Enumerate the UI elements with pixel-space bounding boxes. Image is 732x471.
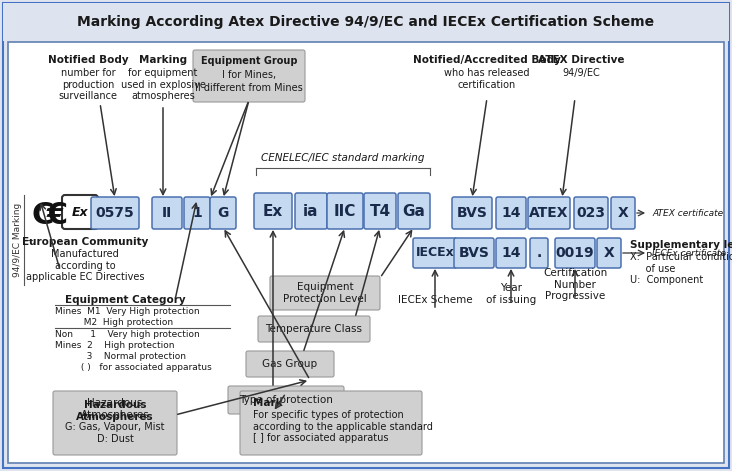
- Text: ATEX Directive: ATEX Directive: [538, 55, 624, 65]
- FancyBboxPatch shape: [530, 238, 548, 268]
- FancyBboxPatch shape: [91, 197, 139, 229]
- Text: 94/9/EC Marking: 94/9/EC Marking: [13, 203, 23, 277]
- Text: Marking: Marking: [139, 55, 187, 65]
- FancyBboxPatch shape: [452, 197, 492, 229]
- Text: Mines  M1  Very High protection: Mines M1 Very High protection: [55, 307, 200, 316]
- Text: Ex: Ex: [72, 205, 89, 219]
- FancyBboxPatch shape: [246, 351, 334, 377]
- Text: 14: 14: [501, 246, 520, 260]
- FancyBboxPatch shape: [254, 193, 292, 229]
- Text: .: .: [537, 246, 542, 260]
- Text: M2  High protection: M2 High protection: [55, 318, 173, 327]
- Text: Notified Body: Notified Body: [48, 55, 128, 65]
- Text: number for
production
surveillance: number for production surveillance: [59, 68, 118, 101]
- Text: Year
of issuing: Year of issuing: [486, 283, 536, 305]
- Text: for equipment
used in explosive
atmospheres: for equipment used in explosive atmosphe…: [121, 68, 206, 101]
- FancyBboxPatch shape: [555, 238, 595, 268]
- Text: BVS: BVS: [457, 206, 488, 220]
- FancyBboxPatch shape: [327, 193, 363, 229]
- Text: who has released
certification: who has released certification: [444, 68, 530, 89]
- FancyBboxPatch shape: [611, 197, 635, 229]
- Text: IECEx Scheme: IECEx Scheme: [397, 295, 472, 305]
- FancyBboxPatch shape: [413, 238, 457, 268]
- FancyBboxPatch shape: [270, 276, 380, 310]
- Text: IECEx certificate: IECEx certificate: [652, 249, 726, 258]
- Text: ( )   for associated apparatus: ( ) for associated apparatus: [55, 363, 212, 372]
- FancyBboxPatch shape: [62, 195, 98, 229]
- FancyBboxPatch shape: [454, 238, 494, 268]
- FancyBboxPatch shape: [228, 386, 344, 414]
- FancyBboxPatch shape: [496, 238, 526, 268]
- Bar: [3, 3, 729, 41]
- Text: T4: T4: [370, 203, 391, 219]
- Text: Mines  2    High protection: Mines 2 High protection: [55, 341, 174, 350]
- Text: Hazardous
Atmospheres: Hazardous Atmospheres: [81, 398, 149, 420]
- Text: II different from Mines: II different from Mines: [195, 83, 303, 93]
- FancyBboxPatch shape: [240, 391, 422, 455]
- Text: G: Gas, Vapour, Mist
D: Dust: G: Gas, Vapour, Mist D: Dust: [65, 422, 165, 444]
- Bar: [8, 42, 724, 463]
- Text: ATEX certificate: ATEX certificate: [652, 209, 723, 218]
- Text: For specific types of protection
according to the applicable standard
[ ] for as: For specific types of protection accordi…: [253, 410, 433, 443]
- Text: Certification
Number
Progressive: Certification Number Progressive: [543, 268, 607, 301]
- Text: G: G: [217, 206, 228, 220]
- Text: Notified/Accredited Body: Notified/Accredited Body: [413, 55, 561, 65]
- FancyBboxPatch shape: [364, 193, 396, 229]
- FancyBboxPatch shape: [597, 238, 621, 268]
- FancyBboxPatch shape: [496, 197, 526, 229]
- Text: 0575: 0575: [96, 206, 135, 220]
- FancyBboxPatch shape: [574, 197, 608, 229]
- Text: Ex: Ex: [263, 203, 283, 219]
- Text: II: II: [162, 206, 172, 220]
- Text: BVS: BVS: [458, 246, 490, 260]
- FancyBboxPatch shape: [184, 197, 210, 229]
- Text: C: C: [31, 201, 54, 229]
- Text: Marking According Atex Directive 94/9/EC and IECEx Certification Scheme: Marking According Atex Directive 94/9/EC…: [78, 15, 654, 29]
- Text: Type of protection: Type of protection: [239, 395, 333, 405]
- Text: Equipment Category: Equipment Category: [64, 295, 185, 305]
- Text: X: X: [618, 206, 628, 220]
- Text: X: X: [604, 246, 614, 260]
- FancyBboxPatch shape: [53, 391, 177, 455]
- Text: 94/9/EC: 94/9/EC: [562, 68, 600, 78]
- Text: Temperature Class: Temperature Class: [266, 324, 362, 334]
- Text: Ga: Ga: [403, 203, 425, 219]
- Text: 0019: 0019: [556, 246, 594, 260]
- FancyBboxPatch shape: [295, 193, 327, 229]
- Text: Manufactured
according to
applicable EC Directives: Manufactured according to applicable EC …: [26, 249, 144, 282]
- FancyBboxPatch shape: [3, 3, 729, 468]
- Text: Equipment Group: Equipment Group: [201, 56, 297, 66]
- Text: €: €: [46, 201, 67, 229]
- Text: Gas Group: Gas Group: [263, 359, 318, 369]
- Text: Mark: Mark: [253, 398, 283, 408]
- Text: IIC: IIC: [334, 203, 356, 219]
- Text: European Community: European Community: [22, 237, 148, 247]
- FancyBboxPatch shape: [528, 197, 570, 229]
- Text: 1: 1: [192, 206, 202, 220]
- FancyBboxPatch shape: [193, 50, 305, 102]
- FancyBboxPatch shape: [258, 316, 370, 342]
- Text: X:  Particular conditions
     of use
U:  Component: X: Particular conditions of use U: Compo…: [630, 252, 732, 285]
- FancyBboxPatch shape: [152, 197, 182, 229]
- Text: Supplementary letter: Supplementary letter: [630, 240, 732, 250]
- Text: IECEx: IECEx: [416, 246, 455, 260]
- Text: Non      1    Very high protection: Non 1 Very high protection: [55, 330, 200, 339]
- Text: 3    Normal protection: 3 Normal protection: [55, 352, 186, 361]
- Text: Hazardous
Atmospheres: Hazardous Atmospheres: [76, 400, 154, 422]
- Text: CENELEC/IEC standard marking: CENELEC/IEC standard marking: [261, 153, 425, 163]
- Text: 14: 14: [501, 206, 520, 220]
- FancyBboxPatch shape: [398, 193, 430, 229]
- Text: ia: ia: [303, 203, 318, 219]
- FancyBboxPatch shape: [210, 197, 236, 229]
- Text: I for Mines,: I for Mines,: [222, 70, 276, 80]
- Text: 023: 023: [577, 206, 605, 220]
- Text: ATEX: ATEX: [529, 206, 569, 220]
- Text: Equipment
Protection Level: Equipment Protection Level: [283, 282, 367, 304]
